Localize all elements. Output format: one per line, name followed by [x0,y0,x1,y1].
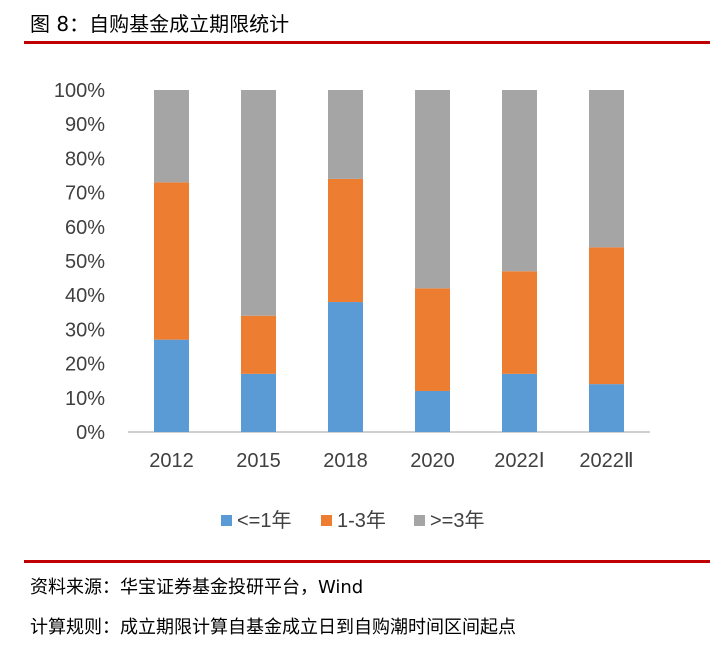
bar-segment [589,90,624,248]
stacked-bar-chart: 0%10%20%30%40%50%60%70%80%90%100% 2012 20… [54,80,650,532]
bar-segment [154,339,189,432]
legend-swatch [414,515,425,526]
legend-label: <=1年 [237,509,291,532]
x-axis-ticks: 2012 2015 2018 2020 2022Ⅰ 2022Ⅱ [149,450,633,472]
x-tick-label: 2015 [236,450,281,472]
bar-segment [328,90,363,179]
bar-segment [415,288,450,391]
y-tick-label: 30% [65,319,105,341]
bar-segment [154,182,189,340]
y-tick-label: 0% [76,422,105,444]
y-tick-label: 20% [65,354,105,376]
bar-segment [241,315,276,374]
legend-label: >=3年 [430,509,484,532]
y-axis-ticks: 0% 10% 20% 30% 40% 50% 60% 70% 80% 90% 100% [54,80,105,444]
bar-segment [502,373,537,432]
bar-segment [589,384,624,432]
legend: <=1年 1-3年 >=3年 [221,509,484,532]
legend-swatch [221,515,232,526]
bar-segment [328,178,363,303]
x-tick-label: 2020 [410,450,455,472]
bar-segment [502,90,537,272]
legend-swatch [321,515,332,526]
bar-segment [241,373,276,432]
y-tick-label: 80% [65,148,105,170]
bar-segment [241,90,276,316]
y-tick-label: 90% [65,114,105,136]
y-tick-label: 100% [54,80,105,102]
calculation-note: 计算规则：成立期限计算自基金成立日到自购潮时间区间起点 [30,617,516,638]
figure-title: 图 8：自购基金成立期限统计 [30,12,290,36]
bars [154,90,624,432]
bar-segment [415,390,450,432]
title-rule [24,41,710,44]
source-note: 资料来源：华宝证券基金投研平台，Wind [30,577,364,598]
bar-segment [589,247,624,385]
legend-label: 1-3年 [337,509,386,532]
y-tick-label: 40% [65,285,105,307]
x-tick-label: 2022Ⅰ [494,450,544,472]
bar-segment [154,90,189,183]
y-tick-label: 50% [65,251,105,273]
x-tick-label: 2012 [149,450,194,472]
y-tick-label: 60% [65,217,105,239]
x-tick-label: 2022Ⅱ [579,450,633,472]
bar-segment [328,302,363,432]
bar-segment [415,90,450,289]
footer-rule [24,560,710,563]
y-tick-label: 70% [65,183,105,205]
y-tick-label: 10% [65,388,105,410]
bar-segment [502,271,537,374]
x-tick-label: 2018 [323,450,368,472]
